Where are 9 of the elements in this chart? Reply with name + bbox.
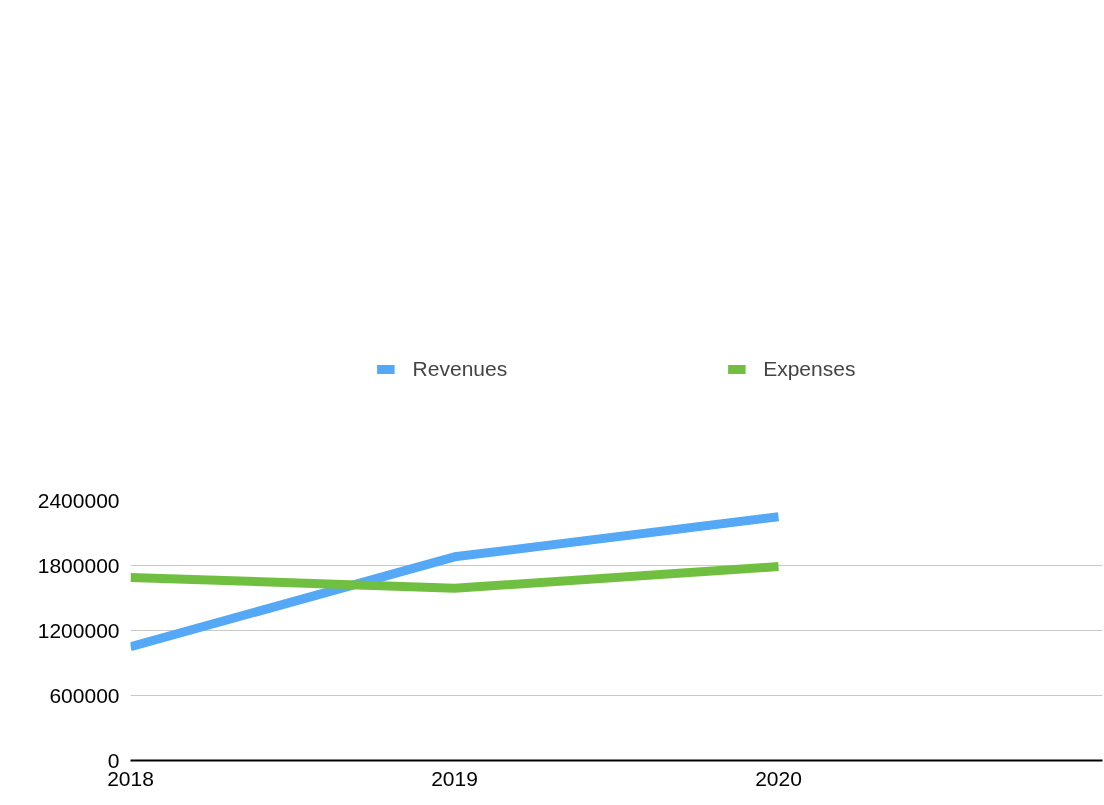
- y-tick-label: 2400000: [37, 488, 120, 512]
- y-tick-label: 1200000: [37, 618, 120, 642]
- y-tick-label: 1800000: [37, 553, 120, 577]
- x-tick-label: 2019: [431, 766, 478, 790]
- y-tick-label: 0: [107, 748, 120, 772]
- y-tick-label: 600000: [49, 683, 120, 707]
- x-tick-label: 2020: [755, 766, 802, 790]
- legend-label: Revenues: [412, 357, 508, 381]
- legend-label: Expenses: [763, 357, 856, 381]
